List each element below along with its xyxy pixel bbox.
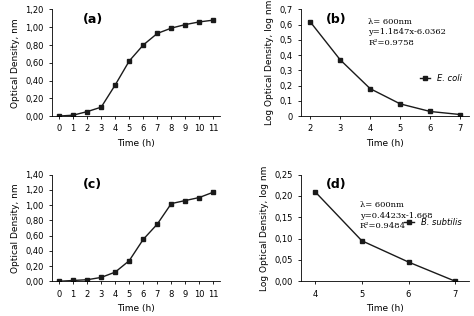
Text: λ= 600nm
y=1.1847x-6.0362
R²=0.9758: λ= 600nm y=1.1847x-6.0362 R²=0.9758 [368, 18, 446, 47]
E. coli [428, 110, 433, 113]
Text: (c): (c) [82, 178, 101, 191]
Y-axis label: Optical Density, nm: Optical Density, nm [11, 183, 20, 273]
E. coli [457, 112, 463, 116]
X-axis label: Time (h): Time (h) [366, 139, 404, 148]
B. subtilis [452, 279, 458, 283]
Text: (d): (d) [326, 178, 347, 191]
E. coli [367, 87, 373, 91]
B. subtilis [359, 239, 365, 243]
Y-axis label: Log Optical Density, log nm: Log Optical Density, log nm [265, 0, 274, 125]
Legend: B. subtilis: B. subtilis [401, 215, 465, 230]
E. coli [337, 58, 343, 62]
Line: E. coli: E. coli [308, 19, 463, 117]
B. subtilis [312, 190, 318, 194]
Legend: E. coli: E. coli [417, 71, 465, 87]
E. coli [397, 102, 403, 106]
Line: B. subtilis: B. subtilis [313, 189, 458, 284]
Text: λ= 600nm
y=0.4423x-1.668
R²=0.9484: λ= 600nm y=0.4423x-1.668 R²=0.9484 [360, 201, 433, 230]
Text: (b): (b) [326, 13, 347, 26]
X-axis label: Time (h): Time (h) [366, 304, 404, 313]
Text: (a): (a) [82, 13, 103, 26]
E. coli [307, 20, 313, 24]
Y-axis label: Optical Density, nm: Optical Density, nm [11, 18, 20, 107]
B. subtilis [406, 260, 411, 264]
X-axis label: Time (h): Time (h) [118, 304, 155, 313]
Y-axis label: Log Optical Density, log nm: Log Optical Density, log nm [260, 165, 269, 291]
X-axis label: Time (h): Time (h) [118, 139, 155, 148]
